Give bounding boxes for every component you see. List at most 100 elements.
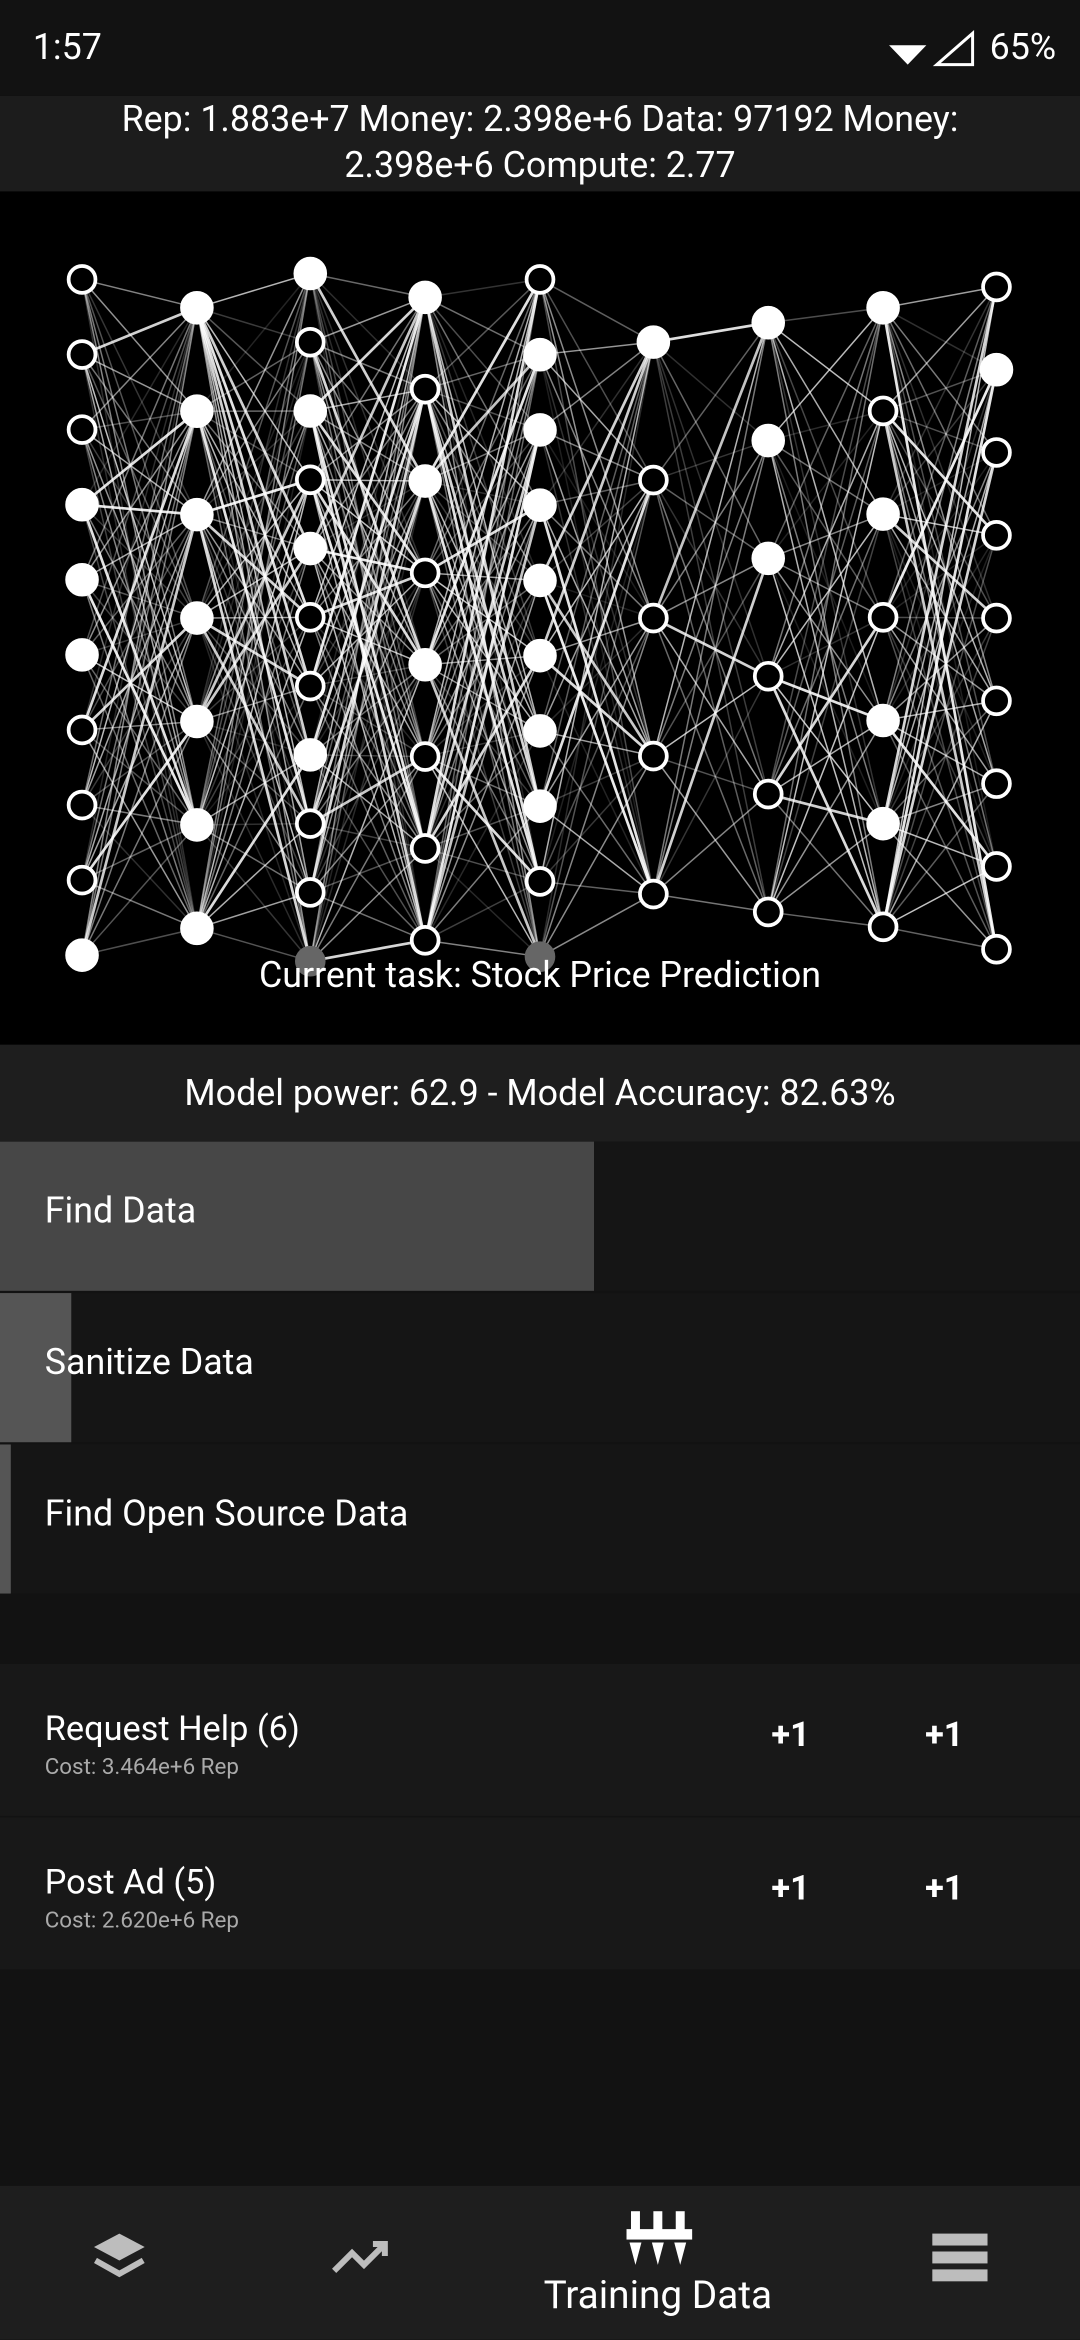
connection [767,307,884,559]
connection [424,429,541,666]
connection [767,557,884,721]
action-row[interactable]: Find Open Source Data [0,1444,1080,1594]
connection [196,617,311,893]
connection [196,342,312,826]
connection [309,273,426,757]
connection [767,558,884,928]
connection [81,307,198,581]
connection [539,279,655,481]
connection [424,755,541,807]
neuron [66,264,98,295]
connection [423,429,542,941]
connection [882,926,997,950]
connection [309,480,426,756]
neuron [180,394,214,428]
connection [81,504,198,722]
connection [196,273,311,619]
connection [424,388,541,656]
neuron [180,808,214,842]
connection [767,410,884,559]
neuron [65,562,99,597]
connection [767,719,884,795]
connection [882,719,998,868]
upgrade-button[interactable]: +1 [771,1715,809,1755]
connection [196,273,312,826]
connection [310,847,426,894]
connection [539,504,655,757]
connection [309,296,427,412]
connection [81,617,198,731]
neuron [523,714,557,748]
connection [767,513,884,913]
connection [424,504,541,849]
connection [309,342,426,757]
connection [80,720,198,881]
connection [81,307,198,431]
connection [81,579,198,929]
nav-training[interactable] [626,2211,693,2265]
neuron [523,337,557,372]
status-battery: 65% [990,26,1056,68]
connection [767,440,884,618]
connection [196,891,311,930]
connection [310,664,426,687]
connection [310,938,426,963]
connection [80,410,199,731]
connection [882,700,998,928]
connection [309,480,426,893]
connection [196,341,311,516]
neuron [66,414,98,445]
action-row[interactable]: Sanitize Data [0,1293,1080,1443]
action-label: Find Data [45,1190,196,1232]
neuron [408,280,442,315]
action-bg [0,1293,1080,1443]
connection [653,557,769,619]
connection [539,354,655,619]
upgrade-button[interactable]: +1 [771,1869,809,1909]
connection [881,452,998,928]
nav-list[interactable] [932,2233,988,2282]
action-row[interactable]: Find Data [0,1141,1080,1291]
connection [882,617,998,825]
connection [308,388,427,756]
current-task: Current task: Stock Price Prediction [259,954,821,996]
neuron [180,497,214,532]
connection [424,504,541,757]
connection [195,307,312,618]
connection [652,675,769,757]
connection [539,354,654,481]
connection [882,534,997,618]
connection [424,730,541,941]
neuron [293,531,328,566]
upgrade-button[interactable]: +1 [925,1869,963,1909]
connection [195,307,312,756]
neuron [180,601,214,635]
connection [309,756,426,962]
progress-bar [0,1444,11,1594]
connection [423,297,542,807]
connection [424,480,541,582]
connection [424,880,541,941]
connection [196,721,311,893]
nav-layers[interactable] [93,2233,145,2278]
nav-trending[interactable] [332,2241,388,2273]
connection [423,279,542,849]
connection [81,354,198,929]
connection [196,547,311,619]
connection [652,322,769,895]
connection [539,479,654,582]
connection [882,286,998,515]
network-panel [0,191,1080,1045]
connection [424,279,541,665]
connection [423,655,542,850]
connection [538,479,655,807]
connection [882,452,998,618]
connection [767,720,884,913]
connection [767,558,884,824]
connection [768,410,884,442]
connection [425,939,541,958]
neuron [981,271,1012,303]
connection [310,479,426,482]
upgrade-button[interactable]: +1 [925,1715,963,1755]
